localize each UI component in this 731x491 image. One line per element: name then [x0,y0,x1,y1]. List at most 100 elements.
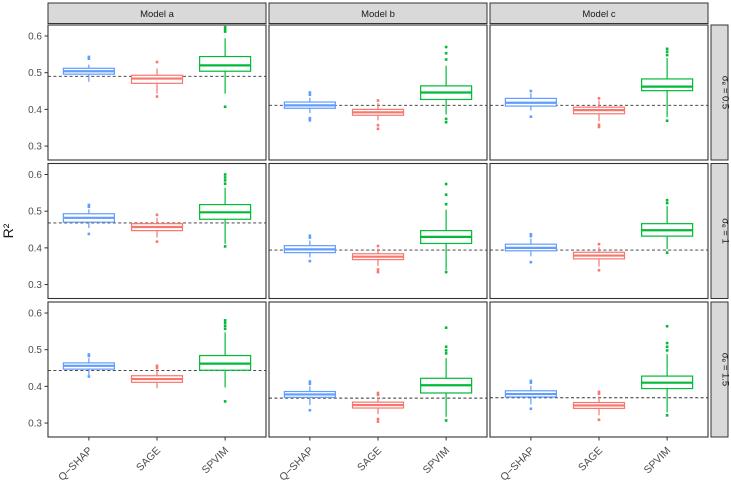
outlier-spvim [223,324,227,328]
outlier-sage [376,391,380,395]
outlier-qshap [308,382,312,386]
y-tick-label: 0.5 [28,68,42,79]
outlier-sage [376,417,380,421]
y-tick-label: 0.3 [28,418,42,429]
outlier-sage [376,99,380,102]
outlier-spvim [223,25,227,29]
outlier-spvim [444,193,448,196]
x-tick-label: SAGE [134,445,163,474]
outlier-sage [376,268,380,271]
outlier-spvim [665,201,669,205]
outlier-spvim [444,120,448,124]
col-strip-3 [489,2,709,24]
outlier-sage [597,268,601,272]
x-tick-label: SPVIM [642,445,674,477]
y-tick-label: 0.6 [28,170,42,181]
y-tick-label: 0.6 [28,31,42,42]
outlier-spvim [444,202,448,206]
outlier-sage [155,213,159,217]
outlier-spvim [665,53,669,57]
row-strip-3 [710,301,729,438]
panel-r3-c3 [489,301,709,438]
outlier-spvim [665,324,669,328]
outlier-qshap [308,93,312,97]
outlier-spvim [444,117,448,121]
x-tick-label: SPVIM [421,445,453,477]
col-strip-label: Model b [361,9,395,20]
outlier-qshap [87,232,91,236]
x-tick-label: Q−SHAP [56,445,95,484]
outlier-sage [597,242,601,246]
outlier-spvim [665,47,669,51]
outlier-qshap [87,55,91,59]
outlier-spvim [223,321,227,325]
outlier-sage [376,123,380,127]
col-strip-label: Model a [140,9,175,20]
outlier-sage [155,366,159,370]
outlier-qshap [87,205,91,209]
outlier-spvim [665,341,669,345]
outlier-spvim [444,419,448,422]
outlier-sage [376,127,380,131]
outlier-spvim [444,51,448,55]
outlier-spvim [223,245,227,248]
outlier-sage [597,392,601,396]
x-tick-label: Q−SHAP [498,445,537,484]
outlier-spvim [444,352,448,355]
box-spvim [641,78,694,92]
outlier-qshap [308,380,312,383]
outlier-spvim [665,349,669,352]
outlier-sage [376,420,380,423]
y-tick-label: 0.4 [28,105,42,116]
outlier-spvim [223,28,227,32]
outlier-qshap [529,379,533,383]
y-tick-label: 0.6 [28,308,42,319]
outlier-qshap [529,407,533,411]
outlier-spvim [223,182,227,185]
outlier-sage [155,364,159,368]
y-tick-label: 0.5 [28,345,42,356]
col-strip-label: Model c [582,9,616,20]
outlier-qshap [529,89,533,93]
outlier-sage [597,418,601,422]
outlier-spvim [444,45,448,49]
outlier-qshap [308,116,312,120]
outlier-spvim [223,319,227,322]
row-strip-label: σₑ = 0.5 [720,76,731,109]
outlier-qshap [87,354,91,358]
outlier-sage [155,95,159,98]
outlier-sage [155,60,159,64]
outlier-spvim [223,176,227,179]
outlier-qshap [308,236,312,239]
outlier-spvim [665,119,669,123]
y-tick-label: 0.3 [28,280,42,291]
outlier-sage [376,270,380,274]
outlier-qshap [87,57,91,61]
outlier-qshap [308,119,312,122]
outlier-spvim [665,414,669,417]
outlier-qshap [87,203,91,207]
outlier-spvim [223,105,227,109]
outlier-sage [597,125,601,129]
outlier-spvim [223,173,227,176]
panel-r3-c2 [268,301,488,438]
outlier-spvim [444,326,448,329]
outlier-spvim [444,270,448,274]
col-strip-2 [268,2,488,24]
outlier-sage [597,97,601,100]
panel-r1-c3 [489,24,709,161]
outlier-qshap [529,381,533,385]
outlier-spvim [223,400,227,403]
outlier-qshap [87,375,91,378]
y-axis-title: R² [0,223,16,239]
row-strip-1 [710,24,729,161]
box-spvim [199,55,252,72]
outlier-sage [597,123,601,127]
outlier-qshap [87,353,91,356]
col-strip-1 [47,2,267,24]
outlier-sage [155,240,159,243]
outlier-spvim [665,50,669,54]
outlier-spvim [665,345,669,349]
